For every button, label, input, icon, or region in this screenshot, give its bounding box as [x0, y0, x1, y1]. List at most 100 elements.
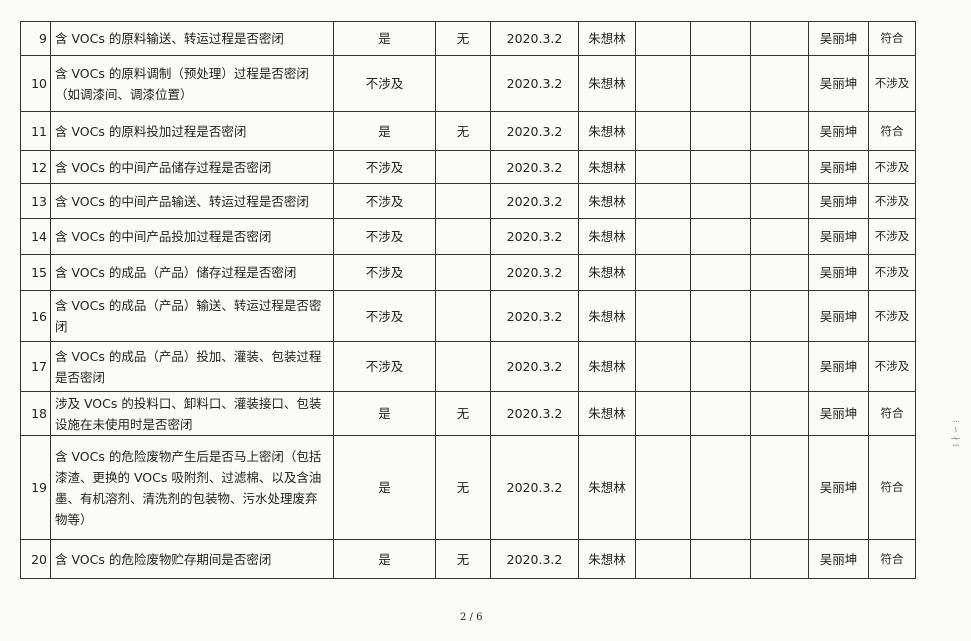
issue-cell: 无	[435, 111, 491, 151]
date-cell: 2020.3.2	[490, 21, 579, 56]
row-number: 17	[20, 341, 51, 392]
issue-cell	[435, 218, 491, 255]
reviewer-cell: 吴丽坤	[808, 435, 869, 540]
blank-cell	[690, 183, 751, 219]
result-cell: 不涉及	[868, 150, 916, 184]
reviewer-cell: 吴丽坤	[808, 391, 869, 436]
result-cell: 不涉及	[868, 55, 916, 112]
issue-cell: 无	[435, 21, 491, 56]
check-item: 含 VOCs 的原料投加过程是否密闭	[50, 111, 334, 151]
inspector-cell: 朱想林	[578, 254, 636, 291]
date-cell: 2020.3.2	[490, 111, 579, 151]
result-cell: 不涉及	[868, 290, 916, 342]
page-number: 2 / 6	[460, 612, 483, 623]
table-row: 16 含 VOCs 的成品（产品）输送、转运过程是否密闭 不涉及 2020.3.2 朱想…	[20, 290, 916, 342]
blank-cell	[750, 290, 809, 342]
blank-cell	[690, 111, 751, 151]
result-cell: 不涉及	[868, 183, 916, 219]
date-cell: 2020.3.2	[490, 341, 579, 392]
row-number: 18	[20, 391, 51, 436]
inspector-cell: 朱想林	[578, 150, 636, 184]
blank-cell	[635, 290, 691, 342]
result-cell: 不涉及	[868, 341, 916, 392]
status-cell: 不涉及	[333, 290, 436, 342]
status-cell: 是	[333, 21, 436, 56]
table-row: 14 含 VOCs 的中间产品投加过程是否密闭 不涉及 2020.3.2 朱想林 吴丽坤不…	[20, 218, 916, 255]
blank-cell	[690, 539, 751, 579]
blank-cell	[750, 183, 809, 219]
blank-cell	[690, 435, 751, 540]
check-item: 含 VOCs 的危险废物产生后是否马上密闭（包括漆渣、更换的 VOCs 吸附剂、…	[50, 435, 334, 540]
row-number: 15	[20, 254, 51, 291]
inspector-cell: 朱想林	[578, 55, 636, 112]
result-cell: 符合	[868, 391, 916, 436]
inspector-cell: 朱想林	[578, 21, 636, 56]
check-item: 含 VOCs 的成品（产品）投加、灌装、包装过程是否密闭	[50, 341, 334, 392]
reviewer-cell: 吴丽坤	[808, 21, 869, 56]
date-cell: 2020.3.2	[490, 290, 579, 342]
status-cell: 不涉及	[333, 341, 436, 392]
issue-cell	[435, 150, 491, 184]
inspector-cell: 朱想林	[578, 391, 636, 436]
blank-cell	[635, 539, 691, 579]
row-number: 10	[20, 55, 51, 112]
blank-cell	[635, 435, 691, 540]
date-cell: 2020.3.2	[490, 539, 579, 579]
inspector-cell: 朱想林	[578, 183, 636, 219]
row-number: 9	[20, 21, 51, 56]
reviewer-cell: 吴丽坤	[808, 539, 869, 579]
blank-cell	[690, 391, 751, 436]
issue-cell: 无	[435, 539, 491, 579]
row-number: 14	[20, 218, 51, 255]
margin-handwriting: ⁝ ∽ ∤ ⟟	[950, 420, 960, 447]
blank-cell	[750, 539, 809, 579]
blank-cell	[690, 290, 751, 342]
reviewer-cell: 吴丽坤	[808, 341, 869, 392]
check-item: 含 VOCs 的成品（产品）输送、转运过程是否密闭	[50, 290, 334, 342]
issue-cell: 无	[435, 435, 491, 540]
result-cell: 符合	[868, 539, 916, 579]
reviewer-cell: 吴丽坤	[808, 183, 869, 219]
blank-cell	[635, 183, 691, 219]
issue-cell	[435, 341, 491, 392]
blank-cell	[750, 341, 809, 392]
issue-cell: 无	[435, 391, 491, 436]
date-cell: 2020.3.2	[490, 183, 579, 219]
table-row: 20 含 VOCs 的危险废物贮存期间是否密闭是无 2020.3.2 朱想林 吴丽坤 符合	[20, 539, 916, 579]
date-cell: 2020.3.2	[490, 391, 579, 436]
blank-cell	[690, 150, 751, 184]
date-cell: 2020.3.2	[490, 218, 579, 255]
row-number: 12	[20, 150, 51, 184]
check-item: 含 VOCs 的中间产品投加过程是否密闭	[50, 218, 334, 255]
blank-cell	[635, 218, 691, 255]
table-row: 12 含 VOCs 的中间产品储存过程是否密闭 不涉及 2020.3.2 朱想林 吴丽坤不…	[20, 150, 916, 184]
blank-cell	[690, 254, 751, 291]
blank-cell	[750, 435, 809, 540]
reviewer-cell: 吴丽坤	[808, 150, 869, 184]
status-cell: 不涉及	[333, 218, 436, 255]
reviewer-cell: 吴丽坤	[808, 111, 869, 151]
status-cell: 是	[333, 435, 436, 540]
reviewer-cell: 吴丽坤	[808, 290, 869, 342]
check-item: 含 VOCs 的原料调制（预处理）过程是否密闭（如调漆间、调漆位置）	[50, 55, 334, 112]
blank-cell	[635, 391, 691, 436]
check-item: 含 VOCs 的成品（产品）储存过程是否密闭	[50, 254, 334, 291]
table-row: 13 含 VOCs 的中间产品输送、转运过程是否密闭 不涉及 2020.3.2 朱想林吴…	[20, 183, 916, 219]
issue-cell	[435, 183, 491, 219]
reviewer-cell: 吴丽坤	[808, 254, 869, 291]
result-cell: 符合	[868, 111, 916, 151]
blank-cell	[750, 391, 809, 436]
check-item: 含 VOCs 的危险废物贮存期间是否密闭	[50, 539, 334, 579]
blank-cell	[690, 341, 751, 392]
issue-cell	[435, 290, 491, 342]
reviewer-cell: 吴丽坤	[808, 218, 869, 255]
issue-cell	[435, 254, 491, 291]
table-row: 19 含 VOCs 的危险废物产生后是否马上密闭（包括漆渣、更换的 VOCs 吸附…	[20, 435, 916, 540]
blank-cell	[690, 218, 751, 255]
result-cell: 符合	[868, 21, 916, 56]
table-row: 10 含 VOCs 的原料调制（预处理）过程是否密闭（如调漆间、调漆位置） 不涉及 2…	[20, 55, 916, 112]
date-cell: 2020.3.2	[490, 435, 579, 540]
result-cell: 不涉及	[868, 218, 916, 255]
